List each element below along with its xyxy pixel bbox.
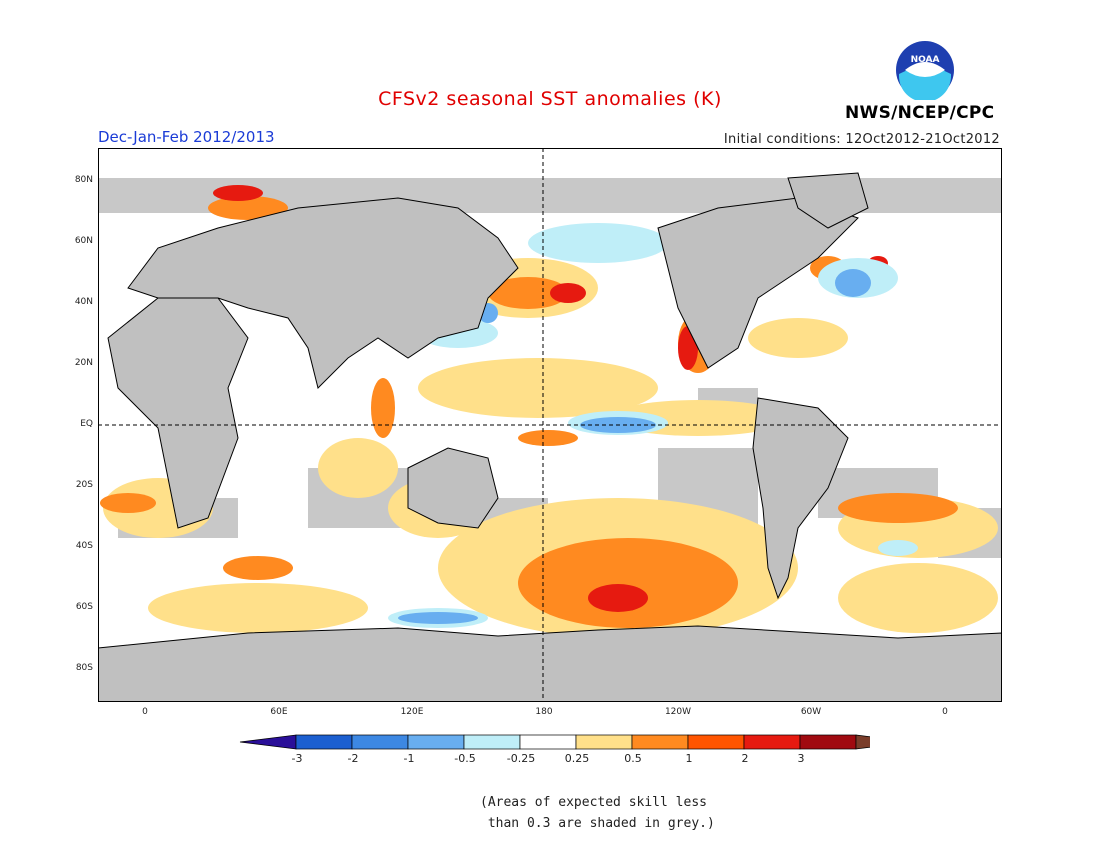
continents: [98, 172, 1002, 702]
colorbar-label: -0.5: [454, 752, 476, 765]
colorbar-cell: [855, 734, 870, 750]
anomaly-patches: [100, 185, 998, 638]
antarctica-shape: [98, 625, 1002, 702]
colorbar-label: 0.25: [564, 752, 590, 765]
sst-anomaly-map: [98, 148, 1002, 702]
y-tick-label: 40S: [75, 541, 93, 551]
y-tick-label: 60N: [74, 236, 93, 246]
y-tick-label: 20S: [75, 480, 93, 490]
colorbar-cell: [239, 734, 297, 750]
skill-note: (Areas of expected skill less than 0.3 a…: [480, 792, 715, 834]
colorbar-cell: [519, 734, 577, 750]
colorbar-label: 0.5: [624, 752, 642, 765]
x-tick-label: 120W: [664, 707, 692, 717]
colorbar-cell: [351, 734, 409, 750]
noaa-logo: NOAA: [895, 40, 955, 102]
colorbar: [239, 734, 870, 750]
logo-text: NOAA: [911, 55, 940, 65]
eurasia-shape: [127, 197, 519, 389]
x-tick-label: 180: [535, 707, 553, 717]
agency-label: NWS/NCEP/CPC: [845, 103, 995, 123]
colorbar-cell: [687, 734, 745, 750]
colorbar-label: 1: [685, 752, 693, 765]
x-tick-label: 60E: [270, 707, 288, 717]
colorbar-cell: [575, 734, 633, 750]
period-label: Dec-Jan-Feb 2012/2013: [98, 128, 275, 146]
skill-note-line: (Areas of expected skill less: [480, 795, 707, 810]
y-tick-label: 40N: [74, 297, 93, 307]
colorbar-label: -0.25: [506, 752, 536, 765]
colorbar-cell: [743, 734, 801, 750]
colorbar-cell: [295, 734, 353, 750]
y-tick-label: 20N: [74, 358, 93, 368]
initial-conditions-label: Initial conditions: 12Oct2012-21Oct2012: [723, 132, 1000, 147]
colorbar-label: 3: [797, 752, 805, 765]
australia-shape: [407, 447, 499, 529]
y-tick-label: 80N: [74, 175, 93, 185]
x-tick-label: 0: [142, 707, 148, 717]
chart-title: CFSv2 seasonal SST anomalies (K): [378, 88, 722, 110]
south-america-shape: [752, 397, 849, 600]
colorbar-cell: [407, 734, 465, 750]
colorbar-cell: [463, 734, 521, 750]
y-tick-label: 80S: [75, 663, 93, 673]
greenland-shape: [787, 172, 869, 229]
colorbar-cell: [799, 734, 857, 750]
x-tick-label: 120E: [400, 707, 424, 717]
y-tick-label: 60S: [75, 602, 93, 612]
colorbar-cell: [631, 734, 689, 750]
x-tick-label: 0: [942, 707, 948, 717]
skill-note-line: than 0.3 are shaded in grey.): [480, 816, 715, 831]
colorbar-label: -1: [403, 752, 415, 765]
x-tick-label: 60W: [800, 707, 822, 717]
colorbar-label: -3: [291, 752, 303, 765]
colorbar-label: 2: [741, 752, 749, 765]
y-tick-label: EQ: [80, 419, 93, 429]
colorbar-label: -2: [347, 752, 359, 765]
